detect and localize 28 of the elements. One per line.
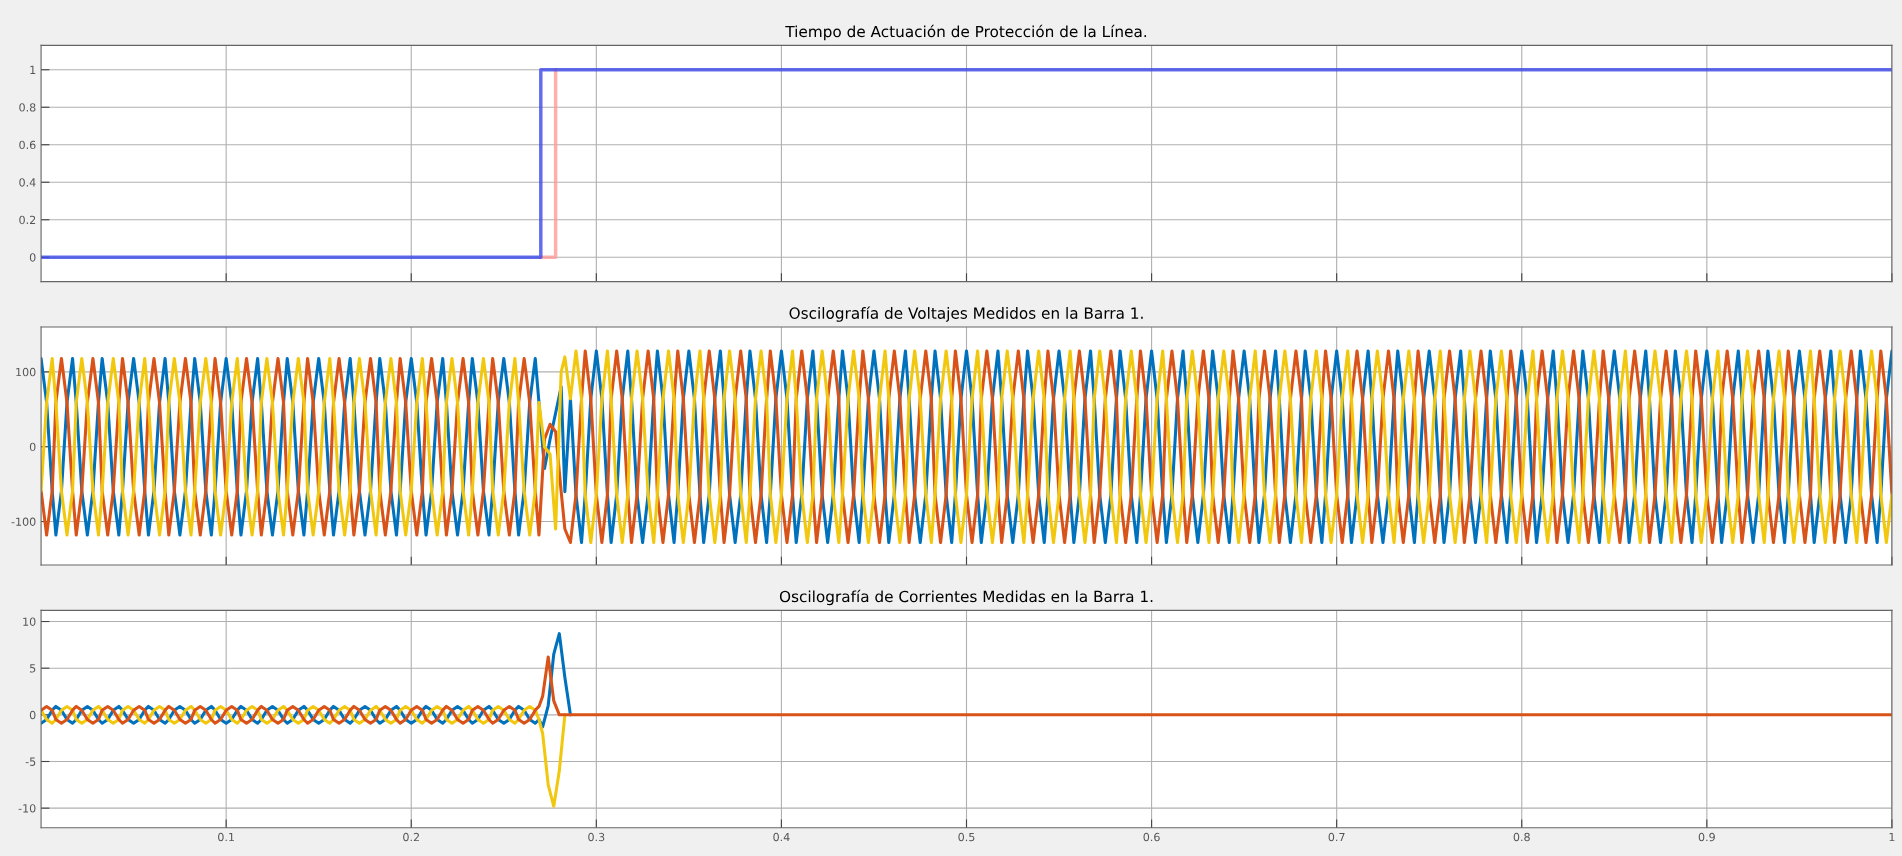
- x-tick-label: 0.4: [773, 832, 790, 842]
- y-tick-label: 0: [29, 442, 36, 452]
- x-tick-label: 0.7: [1328, 832, 1345, 842]
- y-tick-label: 0.4: [19, 178, 36, 187]
- y-tick-label: 0.8: [19, 103, 36, 112]
- line-series: [41, 655, 1892, 725]
- y-tick-label: -100: [11, 517, 36, 526]
- y-tick-label: -5: [25, 757, 36, 766]
- y-tick-label: 5: [30, 664, 36, 673]
- y-tick-label: 0: [29, 253, 36, 262]
- y-tick-label: 1: [30, 65, 36, 74]
- y-tick-label: -10: [18, 804, 36, 813]
- x-tick-label: 0.1: [218, 832, 234, 842]
- x-tick-label: 0.9: [1698, 832, 1715, 842]
- chart-title: Tiempo de Actuación de Protección de la Línea.: [785, 24, 1147, 41]
- x-tick-label: 0.2: [403, 832, 419, 842]
- x-tick-label: 0.6: [1143, 832, 1160, 842]
- y-tick-label: 10: [23, 617, 36, 626]
- chart-title: Oscilografía de Voltajes Medidos en la Barra 1.: [789, 306, 1143, 322]
- x-tick-label: 1: [1889, 832, 1895, 842]
- y-tick-label: 0.6: [19, 140, 36, 150]
- x-tick-label: 0.3: [588, 832, 605, 842]
- y-tick-label: 0.2: [19, 215, 36, 225]
- x-tick-label: 0.8: [1513, 832, 1530, 842]
- x-tick-label: 0.5: [958, 832, 975, 842]
- y-tick-label: 0: [29, 710, 36, 720]
- y-tick-label: 100: [16, 367, 36, 377]
- chart-title: Oscilografía de Corrientes Medidas en la Barra 1.: [779, 589, 1153, 606]
